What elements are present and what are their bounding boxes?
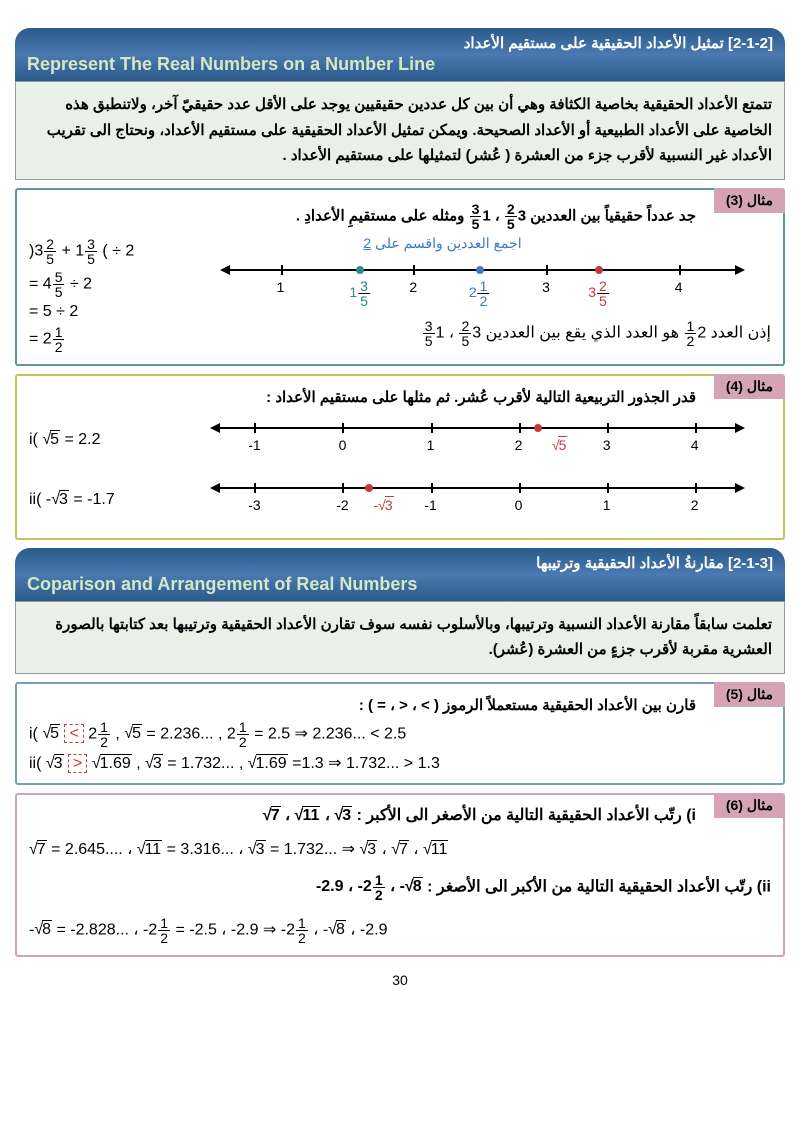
- example-3-label: مثال (3): [714, 188, 785, 213]
- example-6-t1: i) رتّب الأعداد الحقيقية التالية من الأص…: [29, 803, 696, 827]
- number-line-ex4a: -1 0 1 2 3 4 5: [184, 415, 771, 465]
- section-1-intro: تتمتع الأعداد الحقيقية بخاصية الكثافة وه…: [15, 81, 785, 180]
- example-4-i: i( 5 = 2.2: [29, 429, 169, 451]
- section-2-intro: تعلمت سابقاً مقارنة الأعداد النسبية وترت…: [15, 601, 785, 674]
- example-4-ii: ii( -3 = -1.7: [29, 489, 169, 511]
- example-6-t2: ii) رتّب الأعداد الحقيقية التالية من الأ…: [29, 871, 771, 904]
- example-5-i: i( 5 < 212 , 5 = 2.236... , 212 = 2.5 ⇒ …: [29, 718, 771, 751]
- example-5-label: مثال (5): [714, 682, 785, 707]
- example-4-label: مثال (4): [714, 374, 785, 399]
- page-number: 30: [15, 972, 785, 988]
- section-2-ar: [2-1-3] مقارنةُ الأعداد الحقيقية وترتيبه…: [27, 554, 773, 572]
- example-3-hint: اجمع العددين واقسم على 2: [194, 235, 771, 252]
- example-6-label: مثال (6): [714, 793, 785, 818]
- example-4-title: قدر الجذور التربيعية التالية لأقرب عُشر.…: [29, 384, 696, 410]
- example-5-ii: ii( 3 > 1.69 , 3 = 1.732... , 1.69 =1.3 …: [29, 751, 771, 775]
- number-line-ex3: 1 2 3 4 135 212 325: [194, 257, 771, 307]
- example-6-l1: 7 = 2.645.... ، 11 = 3.316... ، 3 = 1.73…: [29, 837, 771, 861]
- example-6: مثال (6) i) رتّب الأعداد الحقيقية التالي…: [15, 793, 785, 957]
- section-header-1: [2-1-2] تمثيل الأعداد الحقيقية على مستقي…: [15, 28, 785, 81]
- example-6-l2: -8 = -2.828... ، -212 = -2.5 ، -2.9 ⇒ -2…: [29, 914, 771, 947]
- section-2-en: Coparison and Arrangement of Real Number…: [27, 574, 773, 595]
- number-line-ex4b: -3 -2 -1 0 1 2 -3: [184, 475, 771, 525]
- example-3-title: جد عدداً حقيقياً بين العددين 325 ، 135 و…: [29, 198, 696, 235]
- example-5-title: قارن بين الأعداد الحقيقية مستعملاً الرمو…: [29, 692, 696, 718]
- section-1-en: Represent The Real Numbers on a Number L…: [27, 54, 773, 75]
- section-1-ar: [2-1-2] تمثيل الأعداد الحقيقية على مستقي…: [27, 34, 773, 52]
- example-3: مثال (3) جد عدداً حقيقياً بين العددين 32…: [15, 188, 785, 366]
- section-header-2: [2-1-3] مقارنةُ الأعداد الحقيقية وترتيبه…: [15, 548, 785, 601]
- example-5: مثال (5) قارن بين الأعداد الحقيقية مستعم…: [15, 682, 785, 785]
- example-3-conclusion: إذن العدد 212 هو العدد الذي يقع بين العد…: [194, 317, 771, 350]
- example-4: مثال (4) قدر الجذور التربيعية التالية لأ…: [15, 374, 785, 540]
- example-3-calc: )325 + 135 ( ÷ 2 = 455 ÷ 2 = 5 ÷ 2 = 212: [29, 235, 179, 356]
